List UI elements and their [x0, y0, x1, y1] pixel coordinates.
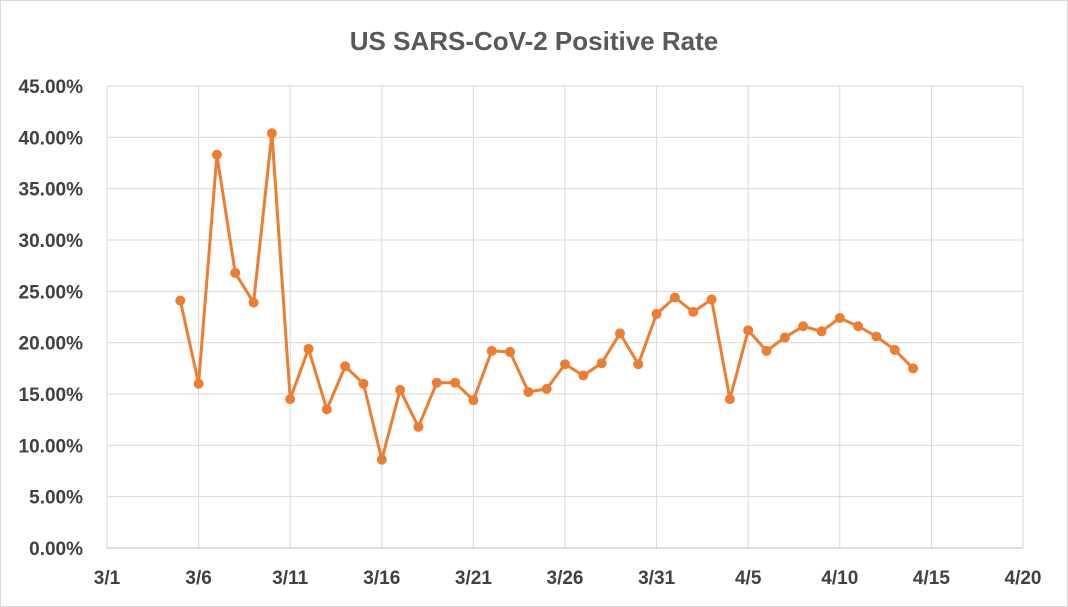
data-point [614, 328, 625, 339]
y-tick-label: 10.00% [19, 436, 84, 457]
data-point [779, 332, 790, 343]
data-point [889, 344, 900, 355]
data-point [743, 325, 754, 336]
data-point [321, 404, 332, 415]
x-tick-label: 3/21 [455, 568, 492, 589]
data-point [853, 321, 864, 332]
data-point [834, 313, 845, 324]
y-tick-label: 35.00% [19, 180, 84, 201]
x-tick-label: 3/31 [638, 568, 675, 589]
data-point [303, 343, 314, 354]
data-point [211, 149, 222, 160]
x-tick-label: 4/15 [913, 568, 950, 589]
data-point [395, 384, 406, 395]
x-axis-tick-labels: 3/1 3/6 3/11 3/16 3/21 3/26 3/31 4/5 4/10 4/15 4/2… [94, 568, 1042, 589]
data-point [376, 454, 387, 465]
data-point [523, 386, 534, 397]
series-positive-rate [175, 128, 919, 465]
data-point [505, 346, 516, 357]
data-point [248, 297, 259, 308]
gridlines [106, 85, 1024, 548]
x-tick-label: 3/11 [272, 568, 308, 589]
data-point [431, 377, 442, 388]
data-point [266, 128, 277, 139]
data-point [468, 395, 479, 406]
y-tick-label: 15.00% [19, 385, 84, 406]
data-point [340, 361, 351, 372]
data-point [761, 345, 772, 356]
y-axis-tick-labels: 0.00% 5.00% 10.00% 15.00% 20.00% 25.00% 30.00%… [19, 77, 84, 560]
data-point [578, 370, 589, 381]
x-tick-label: 3/26 [547, 568, 584, 589]
data-point [358, 378, 369, 389]
x-tick-label: 3/6 [185, 568, 211, 589]
data-point [193, 378, 204, 389]
y-tick-label: 20.00% [19, 334, 84, 355]
data-point [486, 345, 497, 356]
data-point [560, 359, 570, 370]
data-point [633, 359, 644, 370]
data-point [706, 294, 717, 305]
chart-title: US SARS-CoV-2 Positive Rate [350, 26, 718, 56]
x-tick-label: 3/1 [94, 568, 121, 589]
data-point [541, 383, 552, 394]
data-point [450, 377, 461, 388]
x-tick-label: 4/5 [735, 568, 762, 589]
y-tick-label: 5.00% [29, 488, 83, 509]
y-tick-label: 0.00% [29, 539, 83, 560]
data-point [724, 394, 735, 405]
y-tick-label: 30.00% [19, 231, 84, 252]
data-point [285, 394, 296, 405]
data-point [816, 326, 827, 337]
data-point [230, 267, 241, 278]
y-tick-label: 25.00% [19, 282, 84, 303]
data-point [908, 363, 919, 374]
data-point [596, 358, 607, 369]
x-tick-label: 4/10 [821, 568, 858, 589]
data-point [651, 308, 662, 319]
y-tick-label: 40.00% [19, 128, 84, 149]
data-point [798, 321, 809, 332]
data-point [175, 295, 186, 306]
data-point [871, 331, 882, 342]
y-tick-label: 45.00% [19, 77, 84, 98]
data-point [669, 292, 680, 303]
x-tick-label: 3/16 [363, 568, 400, 589]
x-tick-label: 4/20 [1005, 568, 1042, 589]
data-point [413, 421, 424, 432]
data-point [688, 306, 699, 317]
